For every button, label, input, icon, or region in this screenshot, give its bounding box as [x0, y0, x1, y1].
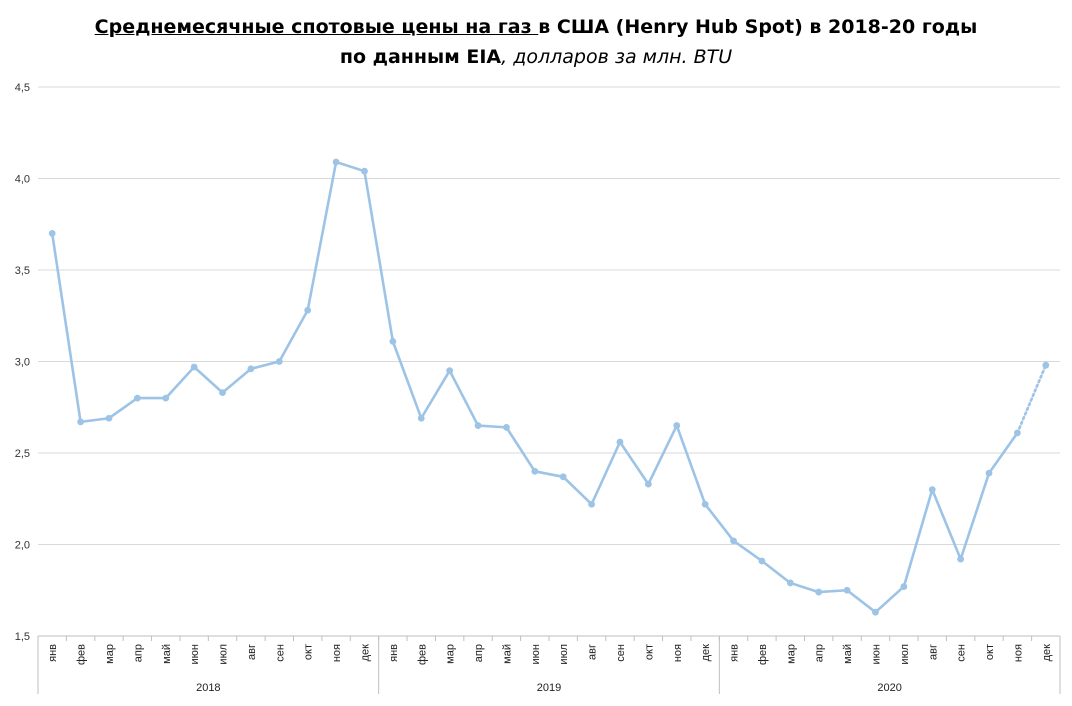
month-label: окт [643, 644, 655, 660]
month-label: июл [218, 644, 230, 665]
data-point [361, 167, 368, 175]
month-label: июн [189, 644, 201, 664]
data-point [474, 422, 482, 429]
month-label: июл [899, 644, 911, 665]
data-point [446, 367, 454, 375]
y-tick-label: 3,5 [15, 265, 30, 277]
month-label: дек [700, 644, 712, 662]
data-point [304, 306, 312, 314]
month-label: фев [757, 644, 769, 665]
month-label: ноя [1012, 644, 1024, 662]
month-label: сен [956, 644, 968, 662]
title-line-2: по данным EIA, долларов за млн. BTU [0, 42, 1072, 72]
y-tick-label: 1,5 [15, 631, 30, 643]
title-source-part: по данным EIA [339, 46, 502, 68]
y-tick-label: 2,5 [15, 448, 30, 460]
month-label: июл [558, 644, 570, 665]
data-point [332, 158, 340, 166]
data-point [77, 418, 84, 426]
title-line-1: Среднемесячные спотовые цены на газ в СШ… [0, 12, 1072, 42]
data-point [247, 365, 255, 373]
month-label: мар [445, 644, 457, 664]
month-label: мар [785, 644, 797, 664]
month-label: янв [729, 644, 741, 662]
data-point [162, 394, 170, 402]
month-label: янв [47, 644, 59, 662]
data-point [644, 480, 652, 488]
gridlines [38, 86, 1060, 637]
chart-title: Среднемесячные спотовые цены на газ в СШ… [0, 12, 1072, 72]
y-tick-label: 4,0 [15, 174, 30, 186]
title-units-part: , долларов за млн. BTU [501, 46, 733, 68]
y-tick-label: 4,5 [15, 82, 30, 94]
series-layer [48, 158, 1050, 616]
month-label: июн [870, 644, 882, 664]
data-point [105, 414, 113, 422]
month-label: апр [814, 644, 826, 662]
month-label: июн [530, 644, 542, 664]
month-label: сен [274, 644, 286, 662]
y-tick-label: 2,0 [15, 540, 30, 552]
data-point [219, 389, 226, 397]
month-label: дек [359, 644, 371, 662]
year-label: 2018 [196, 682, 220, 694]
data-point [503, 423, 510, 431]
data-point [730, 537, 737, 545]
data-point [815, 588, 823, 596]
data-point [758, 557, 766, 565]
data-point [1014, 429, 1021, 437]
data-point [417, 414, 425, 422]
data-point [900, 583, 908, 590]
data-point [190, 363, 198, 371]
month-label: дек [1041, 644, 1053, 662]
data-point [872, 608, 879, 616]
series-line-projected [1016, 363, 1048, 435]
month-label: май [501, 644, 513, 664]
year-label: 2019 [537, 682, 561, 694]
data-point [48, 230, 56, 237]
data-point [786, 579, 794, 587]
month-label: окт [303, 644, 315, 660]
data-point [588, 500, 595, 508]
data-point [843, 586, 851, 594]
month-label: апр [473, 644, 485, 662]
month-label: сен [615, 644, 627, 662]
data-point [133, 394, 141, 402]
month-label: апр [132, 644, 144, 662]
month-label: фев [76, 644, 88, 665]
month-label: янв [388, 644, 400, 662]
month-label: фев [416, 644, 428, 665]
x-axis: 2018 янв фев мар апр май июн июл авг сен окт ноя дек… [37, 636, 1061, 694]
data-point [673, 422, 681, 429]
data-point [957, 555, 965, 563]
title-rest-part: в США (Henry Hub Spot) в 2018-20 годы [538, 16, 978, 38]
data-point [985, 469, 993, 477]
data-point [275, 358, 283, 365]
data-point [928, 486, 936, 493]
data-point [1042, 361, 1050, 369]
month-label: авг [927, 644, 939, 660]
title-underlined-part: Среднемесячные спотовые цены на газ [94, 16, 539, 38]
month-label: авг [587, 644, 599, 660]
y-tick-label: 3,0 [15, 357, 30, 369]
month-label: авг [246, 644, 258, 660]
data-point [389, 337, 397, 345]
month-label: ноя [672, 644, 684, 662]
data-point [616, 438, 624, 446]
month-label: мар [104, 644, 116, 664]
year-label: 2020 [877, 682, 901, 694]
month-label: май [842, 644, 854, 664]
data-point [701, 500, 709, 508]
data-point [531, 467, 539, 475]
month-label: окт [984, 644, 996, 660]
month-label: ноя [331, 644, 343, 662]
data-point [559, 473, 567, 481]
month-label: май [161, 644, 173, 664]
y-axis: 1,5 2,0 2,5 3,0 3,5 4,0 4,5 [15, 82, 30, 643]
